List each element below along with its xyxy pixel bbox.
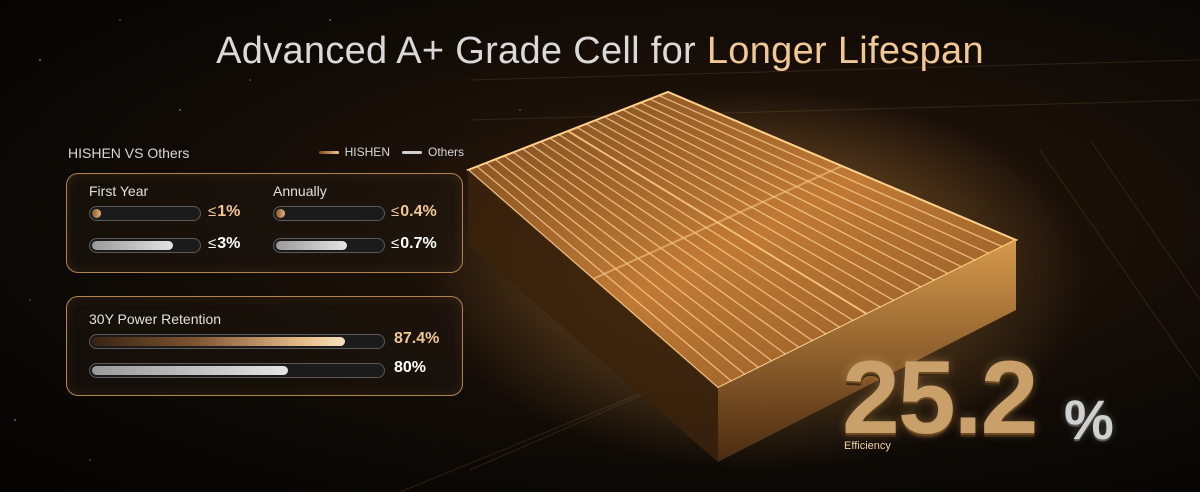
legend-hishen: HISHEN <box>344 145 390 159</box>
cell-line <box>622 109 949 275</box>
cell-line <box>640 102 976 261</box>
cell-line <box>658 94 1003 248</box>
annually-others-bar <box>273 238 385 253</box>
retention-hishen-fill <box>92 337 345 346</box>
efficiency-number: 25.2 <box>842 340 1038 456</box>
title-gold: Longer Lifespan <box>706 30 984 72</box>
cell-line <box>485 162 746 376</box>
first-year-others-bar <box>89 238 201 253</box>
legend-others: Others <box>427 145 464 159</box>
cell-line <box>476 165 732 382</box>
comparison-legend: HISHEN VS Others HISHEN Others <box>68 145 464 163</box>
cell-line <box>649 98 990 255</box>
cell-line <box>540 141 827 335</box>
first-year-hishen-bar <box>89 206 201 221</box>
retention-others-fill <box>92 366 288 375</box>
annually-hishen-bar <box>273 206 385 221</box>
first-year-others-value: ≤3% <box>208 235 241 252</box>
cell-line <box>613 112 936 281</box>
cell-line <box>576 126 881 308</box>
cell-line <box>585 123 895 302</box>
annually-others-fill <box>276 241 347 250</box>
retention-others-value: 80% <box>394 359 427 376</box>
first-year-label: First Year <box>89 183 149 199</box>
cell-line <box>594 119 908 295</box>
first-year-others-fill <box>92 241 173 250</box>
cell-line <box>531 144 814 342</box>
cell-line <box>522 148 800 349</box>
first-year-hishen-fill <box>92 209 102 218</box>
cell-line <box>494 158 760 369</box>
retention-hishen-value: 87.4% <box>394 330 440 347</box>
degradation-card: First Year Annually ≤1% ≤3% ≤0.4% ≤0.7% <box>66 173 463 273</box>
others-swatch <box>401 150 422 154</box>
cell-line <box>567 130 868 315</box>
cell-line <box>558 133 854 322</box>
efficiency-percent: % <box>1064 388 1114 451</box>
title-plain: Advanced A+ Grade Cell for <box>216 30 707 72</box>
cell-line <box>549 137 841 328</box>
retention-hishen-bar <box>89 334 385 349</box>
comparison-heading: HISHEN VS Others <box>68 145 190 161</box>
efficiency-badge: 25.2 % Efficiency <box>842 346 1142 462</box>
cell-line <box>631 105 963 268</box>
annually-hishen-fill <box>276 209 286 218</box>
annually-label: Annually <box>273 183 327 199</box>
cell-line <box>513 151 787 355</box>
retention-label: 30Y Power Retention <box>89 311 222 327</box>
efficiency-label: Efficiency <box>844 440 891 452</box>
cell-line <box>503 155 773 362</box>
retention-card: 30Y Power Retention 87.4% 80% <box>66 296 463 396</box>
annually-hishen-value: ≤0.4% <box>391 203 437 220</box>
retention-others-bar <box>89 363 385 378</box>
first-year-hishen-value: ≤1% <box>208 203 241 220</box>
cell-line <box>604 116 922 288</box>
hishen-swatch <box>318 150 339 154</box>
annually-others-value: ≤0.7% <box>391 235 437 252</box>
page-title: Advanced A+ Grade Cell for Longer Lifesp… <box>0 30 1200 73</box>
